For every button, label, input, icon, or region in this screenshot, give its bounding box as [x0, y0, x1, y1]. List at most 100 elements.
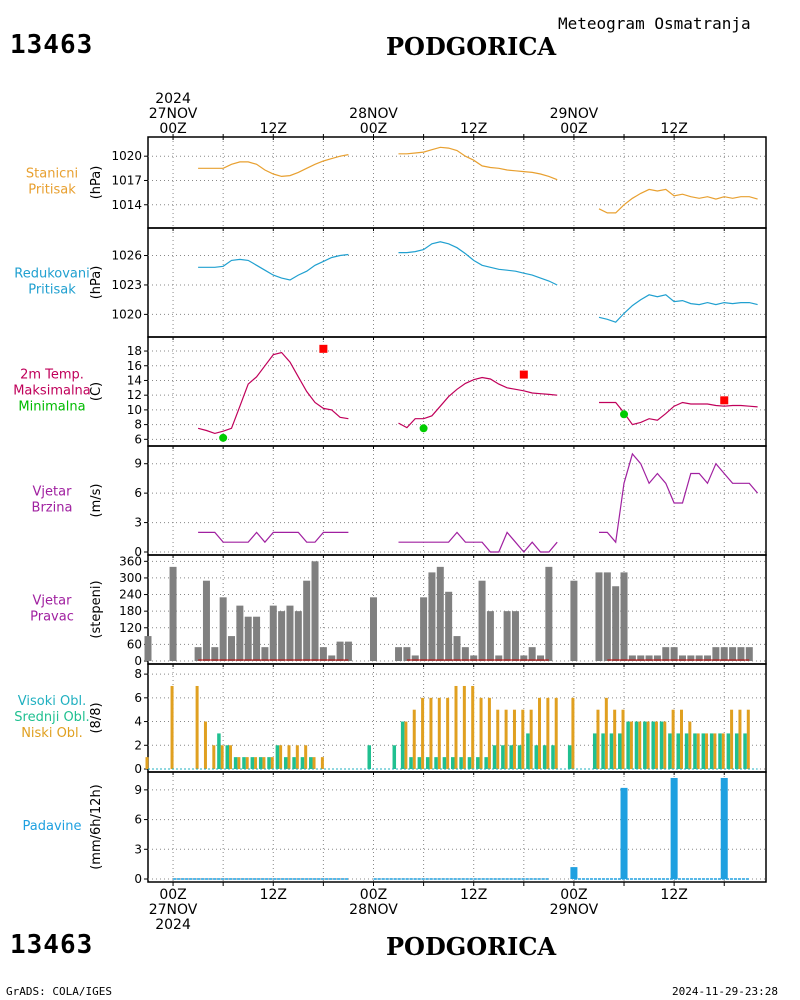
city-title: PODGORICA — [386, 32, 557, 61]
top-time-label: 27NOV — [149, 106, 198, 122]
mid-cloud-bar — [459, 757, 463, 769]
low-cloud-bar — [696, 733, 700, 769]
series-line — [398, 376, 558, 429]
data-bar — [570, 580, 578, 661]
y-tick-label: 0 — [134, 872, 142, 886]
panel-unit-label: (hPa) — [89, 166, 104, 200]
mid-cloud-bar — [300, 757, 305, 769]
low-cloud-bar — [462, 685, 466, 769]
mid-cloud-bar — [292, 757, 296, 769]
low-cloud-bar — [621, 709, 625, 769]
data-bar — [319, 647, 327, 661]
bottom-time-label: 12Z — [460, 887, 487, 903]
low-cloud-bar — [679, 709, 683, 769]
mid-cloud-bar — [217, 733, 221, 769]
data-bar — [219, 597, 227, 661]
series-line — [599, 452, 759, 544]
bottom-time-label: 00Z — [360, 887, 387, 903]
mid-cloud-bar — [225, 745, 230, 769]
low-cloud-bar — [613, 709, 617, 769]
panel-name-label: Stanicni — [26, 167, 78, 182]
tmax-marker — [720, 396, 729, 405]
mid-cloud-bar — [242, 757, 246, 769]
low-cloud-bar — [721, 733, 725, 769]
data-bar — [628, 655, 636, 661]
low-cloud-bar — [487, 697, 491, 769]
mid-cloud-bar — [668, 733, 672, 769]
low-cloud-bar — [229, 745, 233, 769]
y-tick-label: 14 — [127, 373, 142, 387]
y-tick-label: 0 — [134, 654, 142, 668]
panel-name-label: Visoki Obl. — [18, 694, 86, 709]
panel-name-label: Pritisak — [28, 183, 76, 198]
low-cloud-bar — [538, 697, 542, 769]
data-bar — [637, 655, 645, 661]
mid-cloud-bar — [551, 745, 555, 769]
mid-cloud-bar — [651, 721, 655, 769]
footer-city-title: PODGORICA — [386, 932, 557, 961]
panel-name-label: Padavine — [23, 819, 82, 834]
y-tick-label: 0 — [134, 762, 142, 776]
y-tick-label: 0 — [134, 545, 142, 559]
data-bar — [336, 641, 344, 661]
low-cloud-bar — [212, 745, 216, 769]
low-cloud-bar — [287, 745, 291, 769]
low-cloud-bar — [145, 757, 149, 769]
tmin-marker — [419, 424, 428, 433]
low-cloud-bar — [629, 721, 633, 769]
mid-cloud-bar — [626, 721, 630, 769]
top-time-label: 12Z — [660, 121, 687, 137]
mid-cloud-bar — [275, 745, 280, 769]
panel-unit-label: (mm/6h/12h) — [89, 784, 104, 870]
top-time-label: 00Z — [360, 121, 387, 137]
low-cloud-bar — [320, 757, 324, 769]
data-bar — [311, 561, 319, 661]
data-bar — [344, 641, 352, 661]
mid-cloud-bar — [618, 733, 622, 769]
mid-cloud-bar — [400, 721, 405, 769]
low-cloud-bar — [504, 709, 508, 769]
low-cloud-bar — [454, 685, 458, 769]
y-tick-label: 1020 — [111, 149, 142, 163]
data-bar — [461, 647, 469, 661]
mid-cloud-bar — [659, 721, 664, 769]
tmin-marker — [219, 433, 228, 442]
low-cloud-bar — [713, 733, 717, 769]
data-bar — [745, 647, 753, 661]
mid-cloud-bar — [267, 757, 271, 769]
data-bar — [729, 647, 737, 661]
panel-unit-label: (hPa) — [89, 266, 104, 300]
panel-name-label: Minimalna — [18, 400, 85, 415]
low-cloud-bar — [203, 721, 207, 769]
mid-cloud-bar — [684, 733, 689, 769]
data-bar — [645, 655, 653, 661]
low-cloud-bar — [412, 709, 416, 769]
data-bar — [595, 572, 603, 661]
low-cloud-bar — [254, 757, 258, 769]
top-time-label: 12Z — [460, 121, 487, 137]
low-cloud-bar — [237, 757, 241, 769]
data-bar — [278, 611, 286, 661]
data-bar — [570, 867, 578, 879]
data-bar — [328, 655, 336, 661]
data-bar — [695, 655, 703, 661]
y-tick-label: 1023 — [111, 278, 142, 292]
data-bar — [420, 597, 428, 661]
mid-cloud-bar — [509, 745, 513, 769]
top-time-label: 2024 — [155, 91, 191, 107]
series-line — [398, 241, 558, 286]
panel-frame — [147, 336, 767, 447]
data-bar — [603, 572, 611, 661]
y-tick-label: 180 — [119, 604, 142, 618]
mid-cloud-bar — [592, 733, 597, 769]
y-tick-label: 9 — [134, 783, 142, 797]
y-tick-label: 1017 — [111, 173, 142, 187]
data-bar — [678, 655, 686, 661]
y-tick-label: 6 — [134, 691, 142, 705]
low-cloud-bar — [446, 697, 450, 769]
bottom-time-label: 27NOV — [149, 902, 198, 918]
low-cloud-bar — [529, 709, 533, 769]
mid-cloud-bar — [567, 745, 572, 769]
bottom-time-label: 28NOV — [349, 902, 398, 918]
data-bar — [445, 591, 453, 661]
